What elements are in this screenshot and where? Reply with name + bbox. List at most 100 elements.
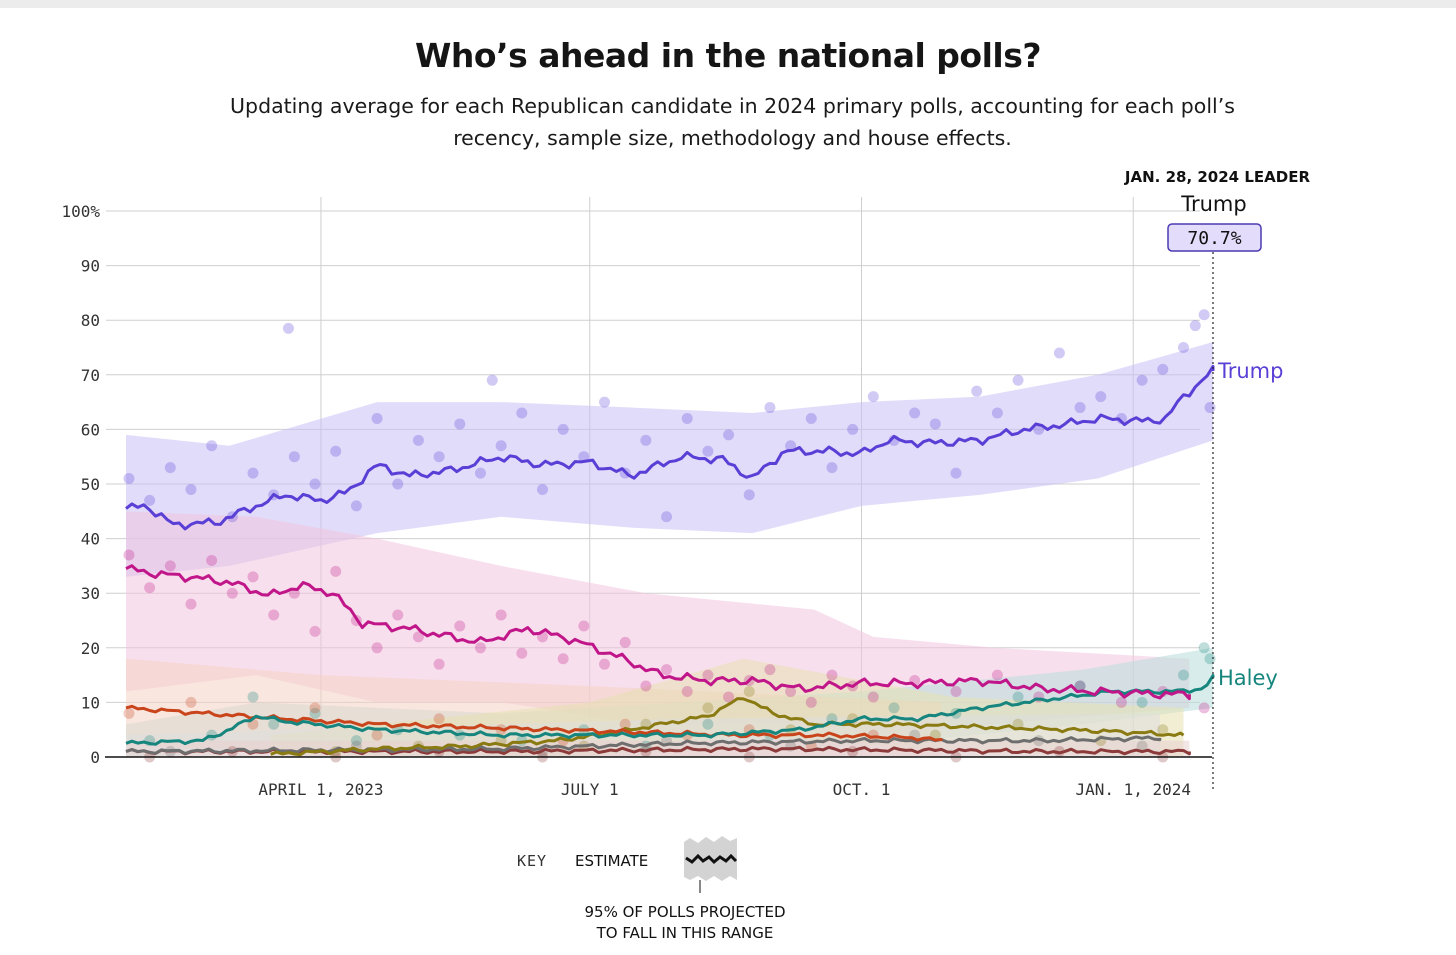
poll-dot-trump: [309, 478, 321, 490]
y-tick-label: 70: [81, 366, 100, 385]
poll-dot-trump: [371, 412, 383, 424]
poll-dot-desantis: [412, 631, 424, 643]
poll-dot-trump: [474, 467, 486, 479]
poll-dot-desantis: [330, 565, 342, 577]
poll-dot-desantis: [1115, 696, 1127, 708]
poll-dot-haley: [1177, 669, 1189, 681]
top-border: [0, 0, 1456, 8]
series-end-labels: Haley Trump: [1217, 359, 1283, 690]
poll-dot-trump: [536, 483, 548, 495]
poll-dot-desantis: [723, 691, 735, 703]
poll-dot-desantis: [268, 609, 280, 621]
poll-dot-desantis: [454, 620, 466, 632]
key-label: KEY: [517, 852, 547, 870]
poll-dot-haley: [268, 718, 280, 730]
poll-dot-trump: [392, 478, 404, 490]
poll-dot-desantis: [226, 587, 238, 599]
estimate-lines: [125, 364, 1215, 757]
x-tick-label: JULY 1: [561, 780, 619, 799]
y-tick-label: 30: [81, 584, 100, 603]
band-trump: [126, 342, 1213, 577]
poll-dot-trump: [164, 462, 176, 474]
poll-dot-haley: [888, 702, 900, 714]
poll-dot-pence: [371, 729, 383, 741]
poll-dot-trump: [991, 407, 1003, 419]
poll-dot-desantis: [309, 625, 321, 637]
y-tick-label: 60: [81, 420, 100, 439]
poll-dot-pence: [309, 702, 321, 714]
key-estimate-label: ESTIMATE: [575, 852, 648, 870]
confidence-bands: [126, 342, 1213, 757]
poll-dot-trump: [1177, 342, 1189, 353]
poll-dot-trump: [1136, 374, 1148, 386]
poll-dot-pence: [433, 713, 445, 725]
end-label-trump: Trump: [1217, 359, 1283, 383]
poll-dot-trump: [1198, 309, 1210, 321]
poll-dot-trump: [971, 385, 983, 397]
poll-dot-desantis: [144, 582, 156, 594]
poll-dot-trump: [1204, 402, 1216, 414]
poll-dot-trump: [1189, 320, 1201, 332]
poll-dot-desantis: [474, 642, 486, 654]
poll-dot-haley: [309, 707, 321, 719]
poll-dot-trump: [557, 423, 569, 435]
poll-dot-pence: [619, 718, 631, 730]
poll-dot-haley: [1198, 642, 1210, 654]
poll-dot-trump: [661, 511, 673, 523]
line-christie: [125, 735, 1162, 755]
poll-dot-desantis: [206, 554, 218, 566]
poll-dot-desantis: [433, 658, 445, 670]
poll-dot-desantis: [867, 691, 879, 703]
poll-dot-trump: [350, 500, 362, 512]
poll-dot-trump: [144, 494, 156, 506]
poll-dot-trump: [640, 434, 652, 446]
poll-dot-pence: [123, 707, 135, 719]
poll-dot-desantis: [661, 664, 673, 676]
poll-dot-trump: [785, 440, 797, 452]
poll-dot-desantis: [185, 598, 197, 610]
poll-dot-haley: [1012, 691, 1024, 703]
poll-dot-desantis: [247, 571, 259, 583]
poll-dot-desantis: [640, 680, 652, 692]
line-desantis: [125, 564, 1191, 701]
poll-dot-desantis: [681, 685, 693, 697]
poll-dot-trump: [1095, 391, 1107, 403]
poll-dot-desantis: [619, 636, 631, 648]
poll-dot-trump: [1053, 347, 1065, 359]
poll-dot-desantis: [764, 664, 776, 676]
key-range-label-line2: TO FALL IN THIS RANGE: [596, 924, 774, 942]
y-tick-label: 50: [81, 475, 100, 494]
poll-dot-desantis: [805, 696, 817, 708]
poll-dot-trump: [412, 434, 424, 446]
poll-dot-desantis: [785, 685, 797, 697]
leader-name: Trump: [1180, 192, 1246, 216]
poll-dot-haley: [702, 718, 714, 730]
x-tick-label: OCT. 1: [833, 780, 891, 799]
poll-dot-desantis: [1074, 680, 1086, 692]
poll-dot-haley: [1136, 696, 1148, 708]
poll-dot-desantis: [495, 609, 507, 621]
poll-dot-desantis: [392, 609, 404, 621]
poll-dot-haley: [1074, 680, 1086, 692]
poll-dot-trump: [929, 418, 941, 430]
key-range-label-line1: 95% OF POLLS PROJECTED: [584, 903, 785, 921]
poll-dot-desantis: [578, 620, 590, 632]
poll-dot-trump: [702, 445, 714, 457]
leader-value: 70.7%: [1187, 228, 1241, 249]
y-tick-label: 100%: [61, 202, 100, 221]
key-estimate-swatch: [685, 853, 738, 865]
poll-dot-trump: [516, 407, 528, 419]
leader-callout: JAN. 28, 2024 LEADER Trump 70.7%: [1124, 168, 1310, 252]
poll-dot-trump: [123, 473, 135, 485]
poll-dot-desantis: [991, 669, 1003, 681]
poll-dot-trump: [867, 391, 879, 403]
poll-dot-trump: [764, 402, 776, 414]
poll-dot-trump: [1157, 363, 1169, 375]
poll-dot-trump: [743, 489, 755, 501]
poll-dot-trump: [1074, 402, 1086, 414]
poll-dot-trump: [247, 467, 259, 479]
poll-dot-desantis: [950, 685, 962, 697]
y-tick-label: 10: [81, 693, 100, 712]
poll-dot-desantis: [557, 653, 569, 665]
poll-dot-trump: [599, 396, 611, 408]
